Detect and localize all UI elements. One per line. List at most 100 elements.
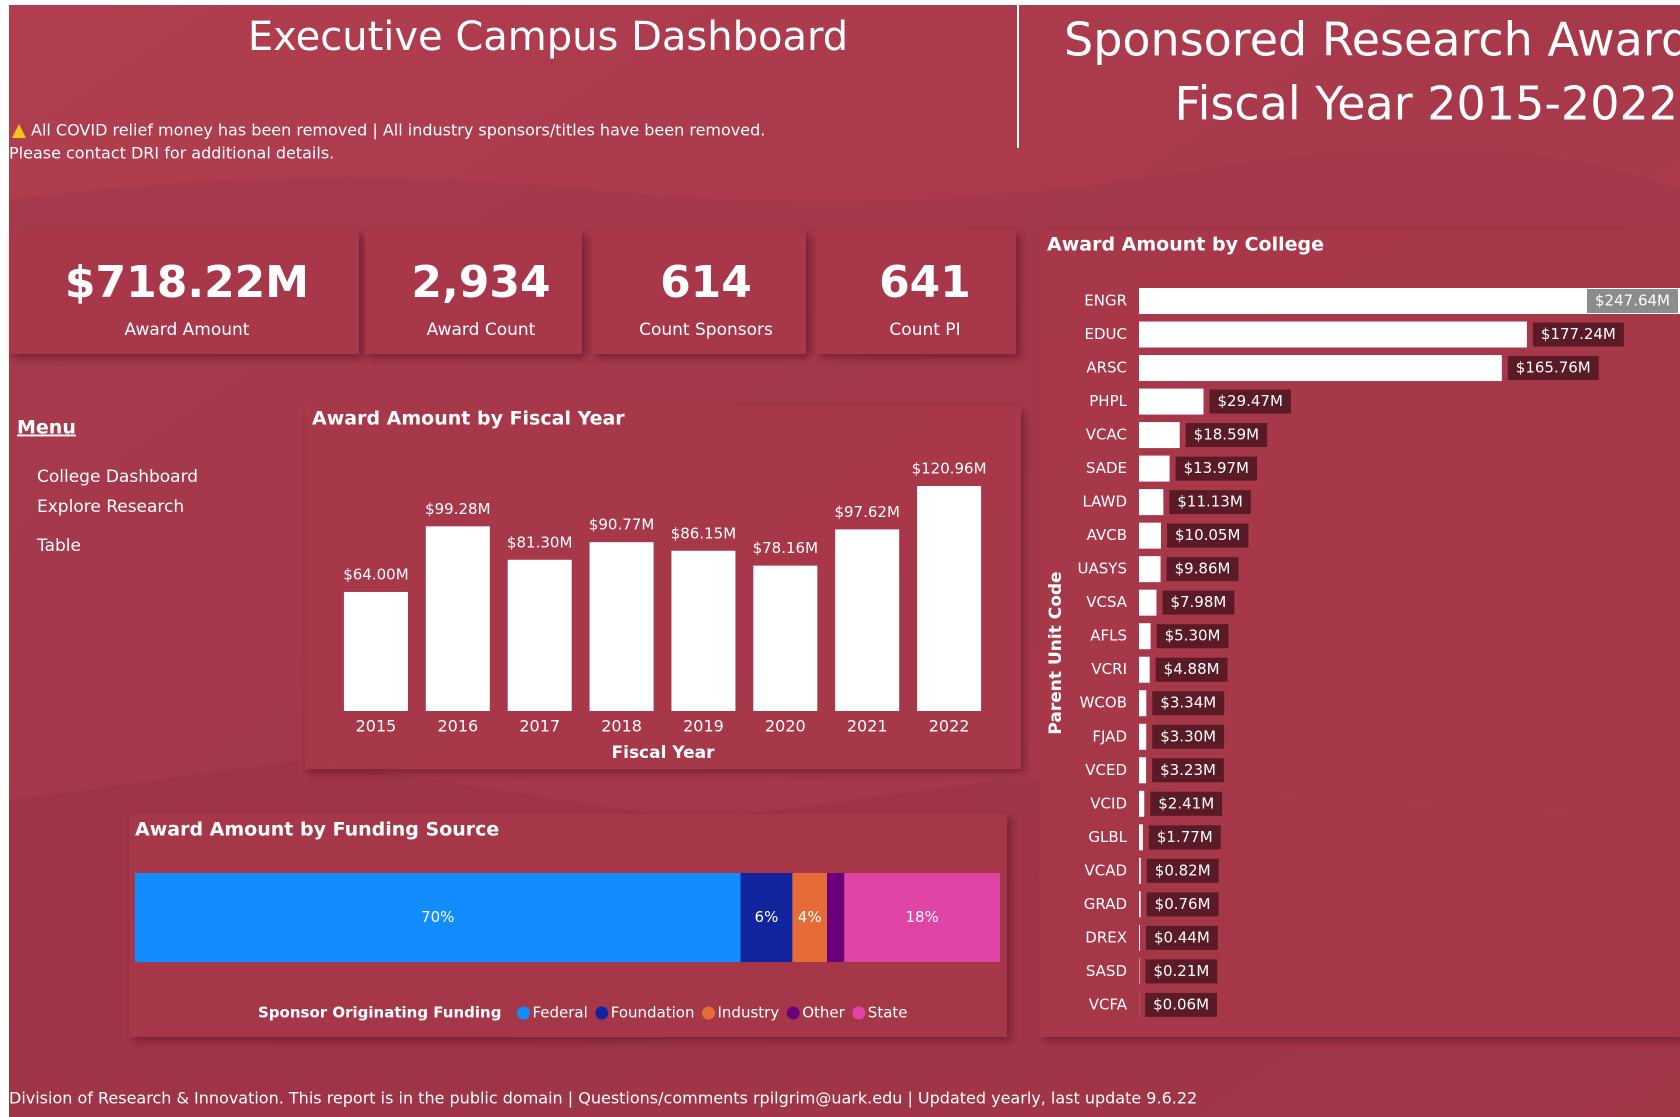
data-label: $120.96M [912,460,987,478]
legend-marker [786,1006,800,1020]
y-tick-label: SADE [1086,459,1127,477]
y-tick-label: VCRI [1091,660,1127,678]
data-label: $3.34M [1160,694,1216,712]
bar [835,529,900,711]
y-tick-label: ENGR [1084,292,1127,310]
bar [1139,790,1145,817]
y-tick-label: VCFA [1089,995,1128,1013]
data-label: $3.23M [1160,761,1216,779]
y-tick-label: EDUC [1085,325,1127,343]
bar [1139,757,1147,784]
right-subtitle: Fiscal Year 2015-2022 [1175,77,1678,131]
data-label-box [1152,691,1225,716]
data-label: 6% [755,908,779,926]
legend-label: Other [802,1004,845,1022]
bar [507,559,572,711]
x-tick-label: 2019 [683,717,724,736]
chart-title: Award Amount by Funding Source [135,819,499,841]
data-label-box [1146,858,1219,883]
data-label: $0.06M [1153,995,1209,1013]
data-label: $0.76M [1155,895,1211,913]
bar [1139,489,1164,516]
data-label: $3.30M [1160,727,1216,745]
kpi-value: 614 [660,257,752,308]
kpi-card [816,230,1016,354]
menu-item[interactable]: College Dashboard [37,467,198,487]
chart-title: Award Amount by College [1047,234,1324,256]
y-tick-label: VCSA [1086,593,1128,611]
data-label: $7.98M [1170,593,1226,611]
data-label: $99.28M [425,500,490,518]
bar [1139,623,1151,650]
y-tick-label: DREX [1085,928,1127,946]
data-label-box [1145,992,1218,1017]
kpi-value: 641 [879,257,971,308]
warning-icon [12,124,26,138]
data-label: $90.77M [589,516,654,534]
bar [1139,355,1502,382]
bar [343,591,408,711]
data-label-box [1169,490,1251,515]
legend-marker [702,1006,715,1020]
data-label-box [1532,322,1624,347]
y-tick-label: WCOB [1080,694,1127,712]
menu-item[interactable]: Explore Research [37,497,184,517]
bar [1139,891,1141,918]
data-label-box [1155,657,1228,682]
bar [1139,422,1180,449]
bar [1139,321,1527,348]
data-label: $86.15M [671,524,736,542]
kpi-card [592,230,806,354]
legend-label: Foundation [611,1004,695,1022]
bar [1139,924,1140,951]
data-label: 4% [798,908,822,926]
y-tick-label: VCAD [1084,861,1127,879]
footer: Division of Research & Innovation. This … [9,1089,1197,1108]
notice: Please contact DRI for additional detail… [9,144,334,163]
bar-segment [844,873,1000,962]
y-tick-label: UASYS [1078,560,1127,578]
data-label: $4.88M [1164,660,1220,678]
data-label-box [1156,624,1229,649]
data-label-box [1152,758,1224,783]
data-label-box [1152,724,1225,749]
data-label: $13.97M [1184,459,1249,477]
data-label: 70% [421,908,454,926]
bar [1139,388,1204,415]
bar-segment [827,873,845,962]
bar [1139,656,1150,683]
data-label: $5.30M [1165,627,1221,645]
x-tick-label: 2022 [929,717,970,736]
bar-segment [135,873,741,962]
bar [589,542,654,711]
menu-item[interactable]: Table [36,536,81,556]
data-label: $177.24M [1541,325,1616,343]
y-tick-label: AFLS [1090,627,1127,645]
bar [1139,824,1143,851]
data-label: $10.05M [1175,526,1240,544]
dashboard-title: Executive Campus Dashboard [248,14,848,60]
bar-segment [740,873,793,962]
y-tick-label: ARSC [1086,359,1127,377]
legend-title: Sponsor Originating Funding [258,1004,501,1022]
kpi-label: Count Sponsors [639,320,773,340]
legend-label: Federal [532,1004,587,1022]
x-tick-label: 2015 [356,717,397,736]
bar [1139,690,1147,717]
x-axis-title: Fiscal Year [612,743,716,763]
legend-marker [516,1006,530,1020]
y-axis-title: Parent Unit Code [1046,571,1066,734]
legend-marker [595,1006,609,1020]
panel [1039,230,1680,1037]
bar [1139,589,1157,616]
bar [425,526,490,711]
chart-title: Award Amount by Fiscal Year [312,408,625,430]
data-label-box [1145,959,1218,984]
data-label: $11.13M [1177,493,1242,511]
legend-label: State [868,1004,908,1022]
data-label: $0.82M [1155,861,1211,879]
y-tick-label: VCID [1090,794,1127,812]
data-label: $29.47M [1217,392,1282,410]
kpi-label: Count PI [889,320,960,340]
